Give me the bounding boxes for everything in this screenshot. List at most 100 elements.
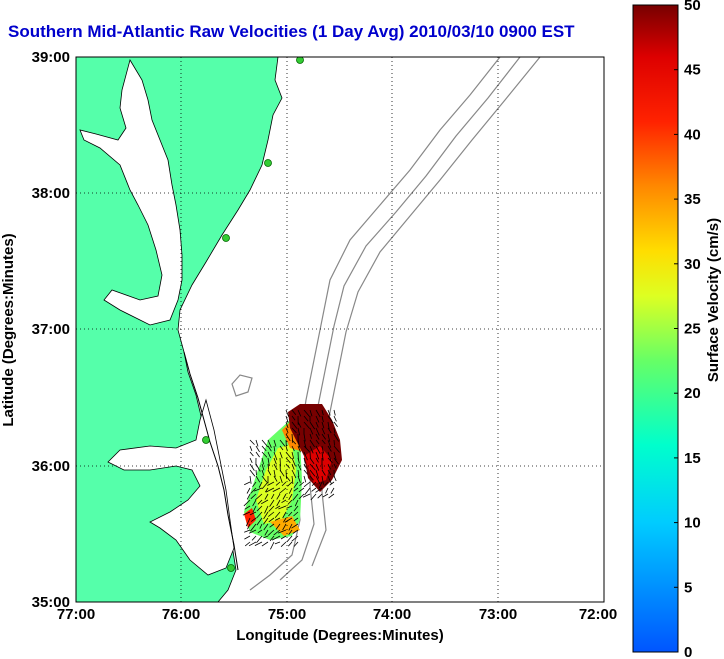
velocity-vector	[321, 475, 324, 485]
station-marker	[296, 57, 304, 64]
velocity-vector	[275, 523, 281, 530]
velocity-vector	[288, 511, 293, 517]
velocity-vector	[268, 505, 275, 512]
velocity-vector	[297, 469, 300, 477]
velocity-vector	[321, 445, 324, 454]
velocity-vector	[303, 445, 310, 453]
velocity-vector	[246, 487, 251, 494]
velocity-vector	[303, 451, 308, 461]
velocity-vector	[271, 535, 281, 541]
velocity-vector	[333, 439, 335, 446]
velocity-vector	[252, 505, 257, 513]
velocity-vector	[327, 427, 332, 434]
velocity-vector	[291, 475, 294, 484]
velocity-vector	[273, 457, 277, 465]
velocity-vector	[273, 469, 276, 477]
velocity-vector	[258, 481, 263, 488]
velocity-vector	[267, 445, 272, 452]
x-tick-label: 73:00	[479, 606, 517, 623]
velocity-vector	[293, 517, 299, 522]
velocity-vector	[315, 469, 319, 479]
velocity-vector	[256, 535, 263, 544]
y-tick-label: 36:00	[32, 458, 70, 475]
velocity-vector	[282, 493, 287, 500]
plot-frame	[75, 56, 605, 603]
velocity-vector	[261, 463, 265, 471]
velocity-vector	[333, 451, 337, 461]
velocity-vector	[321, 409, 324, 416]
velocity-vector	[261, 445, 267, 452]
velocity-vector	[285, 463, 291, 469]
velocity-vector	[286, 535, 293, 543]
velocity-vector	[248, 529, 257, 534]
velocity-vector	[263, 517, 269, 525]
velocity-vector	[303, 475, 307, 483]
velocity-vector	[309, 409, 313, 417]
velocity-vector	[249, 511, 257, 516]
velocity-vector	[315, 451, 320, 460]
velocity-vector	[271, 493, 275, 500]
velocity-vector	[249, 475, 252, 484]
velocity-vector	[250, 493, 257, 500]
velocity-vector	[321, 469, 326, 476]
velocity-vector	[315, 439, 320, 445]
velocity-vector	[267, 439, 272, 448]
velocity-vector	[256, 505, 263, 512]
velocity-vector	[243, 499, 251, 507]
velocity-vector	[309, 469, 316, 477]
velocity-vector	[252, 481, 257, 488]
velocity-vector	[264, 505, 269, 514]
velocity-vector	[297, 439, 300, 448]
velocity-vector	[291, 457, 296, 467]
velocity-vector	[263, 535, 269, 539]
velocity-vector	[293, 541, 299, 547]
velocity-vector	[273, 445, 276, 452]
velocity-vector	[304, 487, 311, 496]
velocity-vector	[247, 523, 251, 530]
velocity-vector	[291, 409, 297, 415]
velocity-vector	[321, 421, 325, 429]
velocity-vector	[291, 427, 297, 434]
velocity-vector	[255, 439, 259, 447]
velocity-vector	[282, 511, 287, 519]
velocity-vector	[287, 481, 293, 487]
velocity-vector	[311, 487, 317, 492]
velocity-vectors	[242, 409, 340, 550]
velocity-vector	[242, 511, 251, 516]
colorbar-tick-label: 35	[684, 191, 701, 208]
velocity-vector	[303, 409, 310, 417]
velocity-vector	[274, 541, 281, 545]
velocity-vector	[315, 415, 320, 423]
velocity-vector	[245, 517, 251, 527]
velocity-vector	[321, 415, 324, 423]
velocity-vector	[275, 481, 281, 486]
velocity-vector	[327, 445, 332, 452]
velocity-vector	[244, 535, 251, 540]
colorbar-tick-label: 15	[684, 450, 701, 467]
hf-radar-stations	[202, 57, 304, 572]
velocity-vector	[303, 439, 307, 449]
velocity-vector	[256, 511, 263, 519]
velocity-vector	[315, 457, 319, 463]
velocity-vector	[244, 529, 251, 533]
velocity-vector	[267, 457, 270, 467]
velocity-vector	[261, 439, 269, 448]
velocity-vector	[285, 445, 288, 452]
velocity-vector	[288, 523, 293, 531]
velocity-vector	[303, 421, 311, 429]
map-title: Southern Mid-Atlantic Raw Velocities (1 …	[8, 22, 575, 41]
velocity-vector	[309, 439, 315, 448]
velocity-vector	[297, 427, 301, 436]
velocity-vector	[279, 439, 286, 447]
velocity-vector	[297, 445, 301, 453]
colorbar	[632, 4, 679, 653]
velocity-vector	[327, 451, 332, 461]
velocity-vector	[292, 493, 299, 501]
velocity-vector	[328, 493, 335, 499]
velocity-vector	[327, 433, 331, 442]
colorbar-tick-label: 20	[684, 385, 701, 402]
velocity-vector	[285, 415, 289, 423]
velocity-vector	[317, 493, 323, 499]
station-marker	[227, 564, 235, 572]
